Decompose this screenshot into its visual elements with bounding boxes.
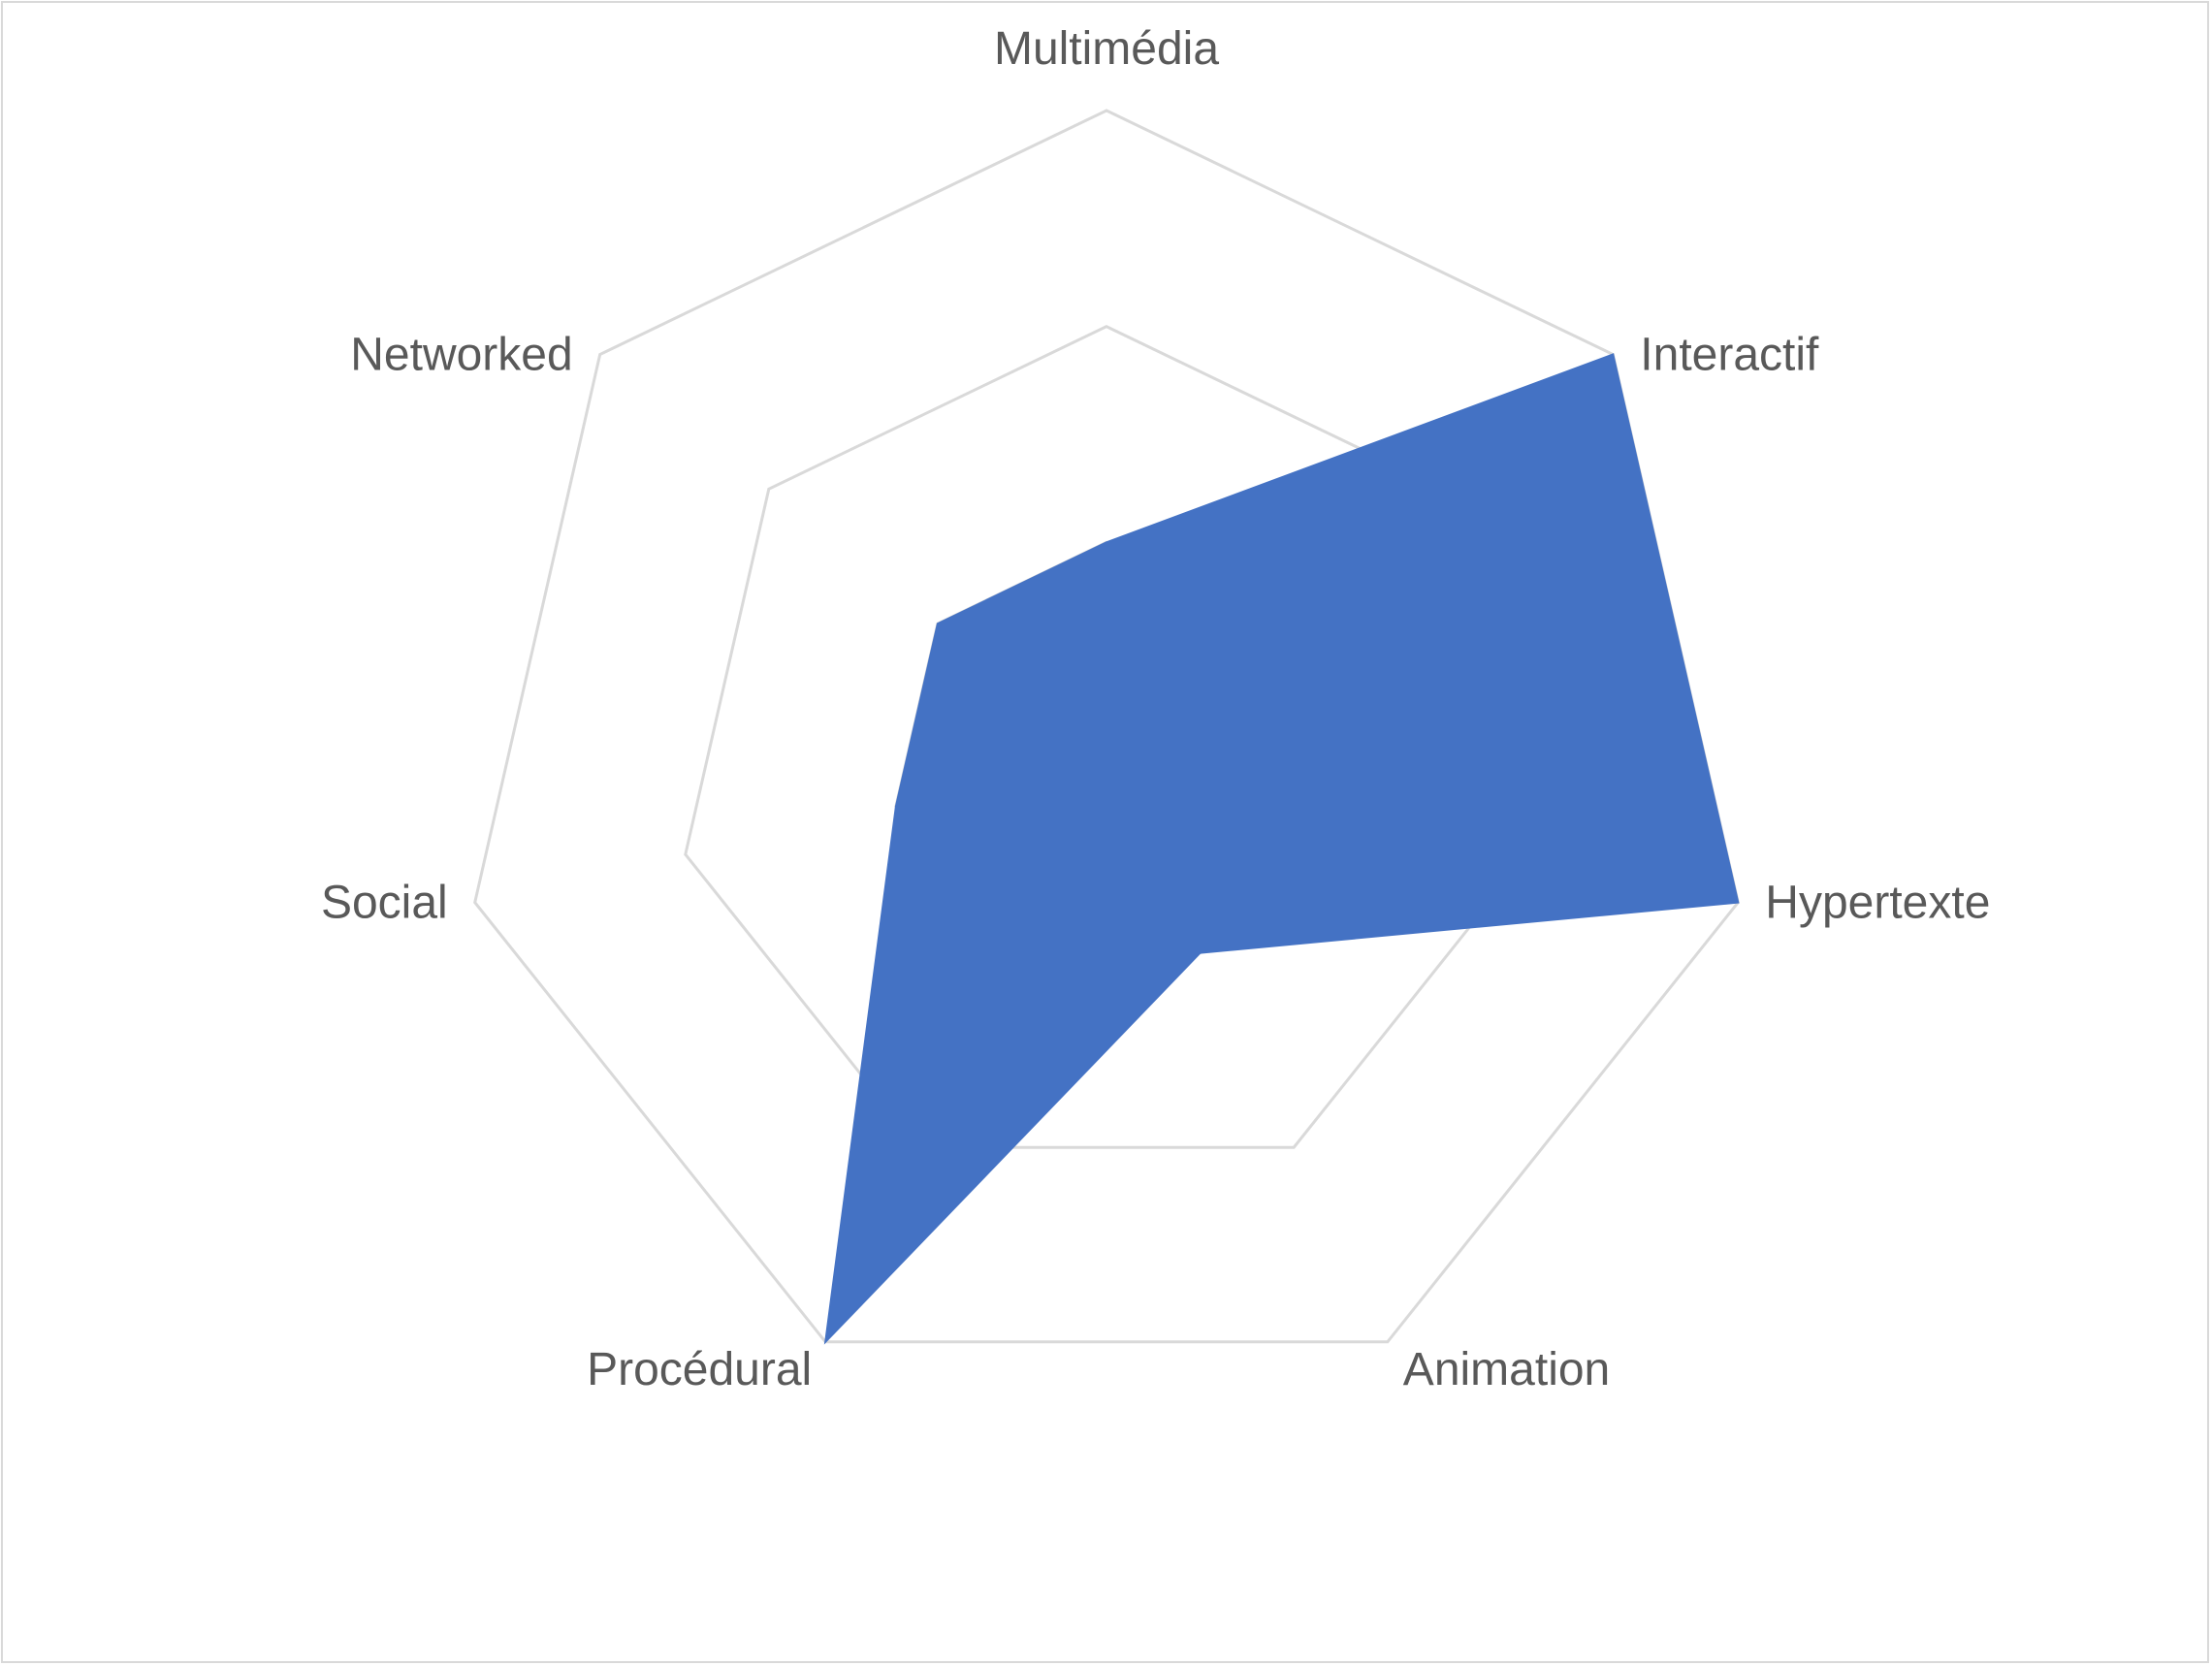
category-label-social: Social	[321, 878, 448, 929]
category-label-hypertexte: Hypertexte	[1765, 878, 1990, 929]
category-labels: Multimédia Interactif Hypertexte Animation P…	[321, 23, 1990, 1395]
category-label-interactif: Interactif	[1640, 330, 1819, 381]
category-label-animation: Animation	[1403, 1344, 1610, 1395]
category-label-procedural: Procédural	[587, 1344, 812, 1395]
radar-series	[823, 353, 1740, 1345]
category-label-networked: Networked	[350, 330, 572, 381]
category-label-multimedia: Multimédia	[994, 23, 1219, 75]
series-area-1	[823, 353, 1740, 1345]
